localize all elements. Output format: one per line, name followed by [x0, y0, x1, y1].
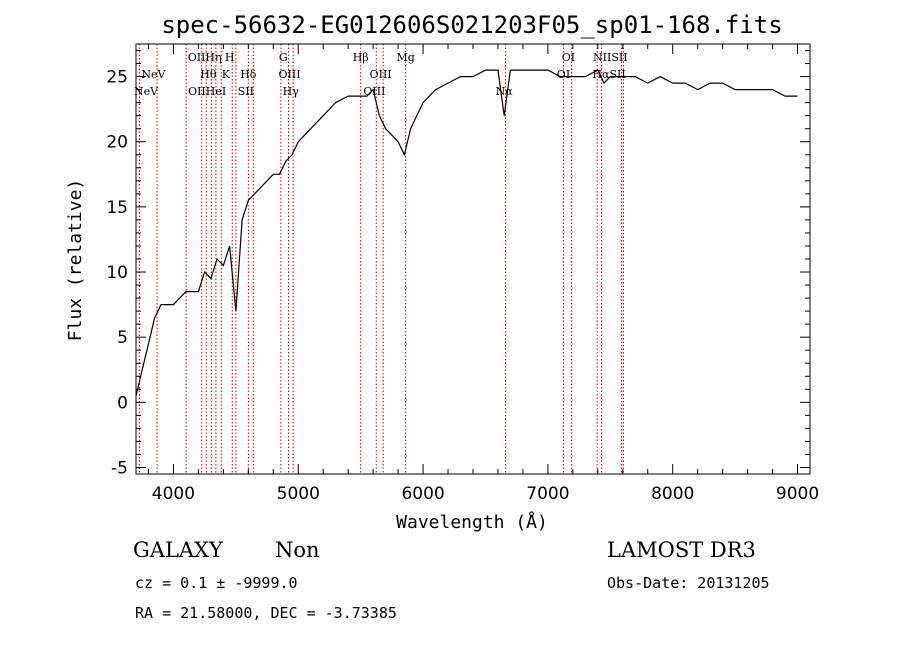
x-axis-ticks: 4000 5000 6000 7000 8000 9000 — [147, 44, 819, 504]
emission-line-label: K — [222, 68, 231, 81]
y-tick-label: 10 — [106, 263, 128, 283]
emission-line-label: NIISII — [593, 51, 628, 64]
x-tick-label: 4000 — [152, 484, 195, 504]
redshift-text: cz = 0.1 ± -9999.0 — [135, 574, 298, 592]
emission-line-label: Hγ — [283, 85, 300, 98]
emission-line-label: OIII — [278, 68, 300, 81]
object-subclass: Non — [275, 538, 320, 562]
emission-line-label: NeV — [141, 68, 166, 81]
emission-line-label: SII — [238, 85, 254, 98]
emission-line-label: OIIHeI — [188, 85, 226, 98]
y-axis-label: Flux (relative) — [65, 179, 86, 342]
x-tick-label: 9000 — [776, 484, 819, 504]
observation-date: Obs-Date: 20131205 — [607, 574, 770, 592]
chart-title: spec-56632-EG012606S021203F05_sp01-168.f… — [161, 11, 782, 39]
emission-line-label: Hδ — [240, 68, 257, 81]
y-tick-label: 5 — [117, 328, 128, 348]
emission-line-label: OIII — [370, 68, 392, 81]
emission-line-label: NeV — [134, 85, 159, 98]
x-tick-label: 8000 — [651, 484, 694, 504]
survey-name: LAMOST DR3 — [607, 538, 756, 562]
emission-line-label: G — [279, 51, 288, 64]
x-tick-label: 5000 — [277, 484, 320, 504]
emission-line-label: OI — [562, 51, 575, 64]
x-axis-label: Wavelength (Å) — [396, 511, 548, 533]
x-tick-label: 7000 — [526, 484, 569, 504]
object-class: GALAXY — [133, 538, 223, 562]
emission-line-label: Hβ — [353, 51, 369, 64]
emission-line-label: HαSII — [592, 68, 625, 81]
emission-line-label: Nα — [496, 85, 514, 98]
y-tick-label: 20 — [106, 133, 128, 153]
emission-line-label: Hθ — [200, 68, 217, 81]
x-tick-label: 6000 — [401, 484, 444, 504]
y-tick-label: -5 — [111, 458, 128, 478]
y-tick-label: 0 — [117, 393, 128, 413]
y-tick-label: 25 — [106, 68, 128, 88]
emission-line-label: H — [225, 51, 235, 64]
coordinates-text: RA = 21.58000, DEC = -3.73385 — [135, 604, 397, 622]
emission-line-label: OIIHη — [188, 51, 222, 64]
emission-line-label: OI — [557, 68, 570, 81]
spectrum-line — [135, 69, 798, 396]
emission-line-markers — [138, 44, 624, 474]
plot-frame — [135, 43, 811, 475]
y-axis-ticks: -5 0 5 10 15 20 25 — [106, 50, 810, 478]
emission-line-label: Mg — [396, 51, 414, 64]
y-tick-label: 15 — [106, 198, 128, 218]
